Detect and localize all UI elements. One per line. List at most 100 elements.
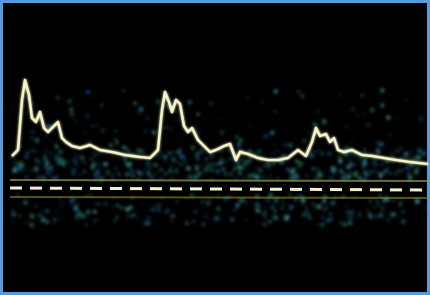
speckle-dot (274, 200, 276, 202)
speckle-dot (219, 119, 221, 121)
speckle-dot (204, 168, 208, 172)
speckle-dot (193, 220, 196, 223)
speckle-dot (314, 150, 317, 153)
speckle-dot (265, 206, 267, 208)
speckle-dot (404, 157, 407, 160)
speckle-dot (288, 143, 293, 148)
speckle-dot (186, 166, 191, 171)
speckle-dot (277, 150, 279, 152)
speckle-dot (327, 152, 331, 156)
speckle-dot (205, 158, 208, 161)
speckle-dot (374, 215, 378, 219)
speckle-dot (244, 165, 246, 167)
speckle-dot (75, 163, 78, 166)
speckle-dot (15, 161, 18, 164)
speckle-dot (210, 154, 214, 158)
speckle-dot (136, 150, 139, 153)
speckle-dot (126, 208, 130, 212)
speckle-dot (122, 89, 125, 92)
speckle-dot (393, 199, 396, 202)
speckle-dot (343, 173, 346, 176)
speckle-dot (383, 204, 385, 206)
speckle-dot (249, 124, 251, 126)
speckle-dot (85, 223, 88, 226)
speckle-dot (205, 194, 207, 196)
speckle-dot (198, 171, 203, 176)
speckle-dot (147, 216, 150, 219)
speckle-dot (370, 108, 374, 112)
speckle-dot (355, 155, 357, 157)
speckle-dot (176, 111, 178, 113)
speckle-dot (115, 140, 119, 144)
speckle-dot (268, 220, 270, 222)
speckle-dot (171, 157, 176, 162)
speckle-dot (94, 153, 97, 156)
speckle-dot (91, 124, 95, 128)
speckle-dot (345, 125, 348, 128)
speckle-dot (270, 216, 272, 218)
speckle-dot (289, 205, 293, 209)
speckle-dot (160, 176, 163, 179)
speckle-dot (339, 169, 343, 173)
speckle-dot (293, 173, 296, 176)
speckle-dot (216, 169, 220, 173)
speckle-dot (345, 205, 348, 208)
speckle-dot (235, 207, 237, 209)
speckle-dot (322, 119, 327, 124)
speckle-dot (93, 210, 97, 214)
speckle-dot (318, 169, 320, 171)
speckle-dot (115, 216, 118, 219)
speckle-dot (351, 211, 354, 214)
speckle-dot (176, 200, 179, 203)
speckle-dot (306, 213, 310, 217)
speckle-dot (306, 212, 308, 214)
speckle-dot (258, 150, 262, 154)
speckle-dot (270, 131, 274, 135)
speckle-dot (68, 99, 72, 103)
speckle-dot (302, 213, 305, 216)
speckle-dot (19, 215, 21, 217)
speckle-dot (233, 168, 236, 171)
speckle-dot (106, 176, 108, 178)
speckle-dot (199, 149, 203, 153)
speckle-dot (345, 155, 347, 157)
speckle-dot (309, 132, 311, 134)
speckle-dot (333, 178, 335, 180)
speckle-dot (390, 213, 394, 217)
speckle-dot (356, 114, 358, 116)
speckle-dot (144, 130, 147, 133)
speckle-dot (326, 219, 330, 223)
speckle-dot (274, 111, 276, 113)
speckle-dot (151, 207, 156, 212)
speckle-dot (58, 156, 62, 160)
speckle-dot (195, 152, 199, 156)
speckle-dot (126, 172, 130, 176)
speckle-dot (233, 209, 236, 212)
speckle-dot (35, 139, 38, 142)
speckle-dot (37, 176, 41, 180)
speckle-dot (247, 159, 251, 163)
speckle-dot (159, 168, 163, 172)
speckle-dot (75, 154, 78, 157)
speckle-dot (401, 220, 405, 224)
speckle-dot (380, 88, 385, 93)
speckle-dot (85, 194, 88, 197)
speckle-dot (46, 124, 51, 129)
speckle-dot (326, 206, 329, 209)
speckle-dot (262, 101, 264, 103)
speckle-dot (95, 218, 97, 220)
speckle-dot (197, 131, 200, 134)
speckle-dot (185, 222, 189, 226)
speckle-dot (213, 216, 218, 221)
speckle-dot (411, 166, 413, 168)
speckle-dot (376, 200, 379, 203)
speckle-dot (45, 166, 48, 169)
speckle-dot (264, 217, 266, 219)
speckle-dot (149, 167, 151, 169)
speckle-dot (196, 157, 200, 161)
speckle-dot (382, 214, 384, 216)
speckle-dot (407, 171, 411, 175)
speckle-dot (195, 127, 197, 129)
speckle-dot (361, 94, 364, 97)
speckle-dot (91, 163, 94, 166)
